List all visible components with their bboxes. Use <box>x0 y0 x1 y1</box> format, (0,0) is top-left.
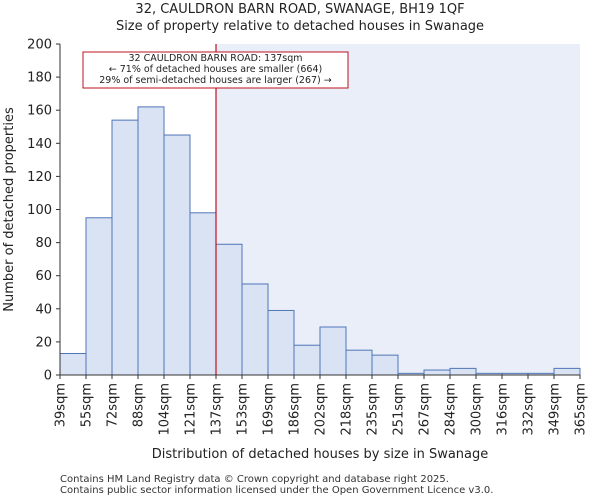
x-tick-label: 169sqm <box>262 383 277 436</box>
bar-267sqm <box>423 369 451 376</box>
bar-218sqm <box>345 349 373 376</box>
y-tick-label: 0 <box>44 369 52 384</box>
y-tick-label: 40 <box>35 302 52 317</box>
x-tick-label: 104sqm <box>158 383 173 436</box>
y-tick-label: 80 <box>35 236 52 251</box>
y-tick-label: 60 <box>35 269 52 284</box>
annotation-line-1: 32 CAULDRON BARN ROAD: 137sqm <box>128 53 302 64</box>
x-tick-label: 316sqm <box>496 383 511 436</box>
annotation-box: 32 CAULDRON BARN ROAD: 137sqm ← 71% of d… <box>82 51 349 89</box>
bar-349sqm <box>553 367 581 376</box>
chart-title: 32, CAULDRON BARN ROAD, SWANAGE, BH19 1Q… <box>135 2 465 17</box>
bar-284sqm <box>449 367 477 376</box>
x-tick-label: 300sqm <box>470 383 485 436</box>
bars-group <box>59 106 581 376</box>
bar-121sqm <box>189 212 217 376</box>
chart-subtitle: Size of property relative to detached ho… <box>115 19 485 34</box>
annotation-line-2: ← 71% of detached houses are smaller (66… <box>109 64 322 75</box>
x-tick-label: 88sqm <box>132 383 147 427</box>
x-tick-label: 55sqm <box>80 383 95 427</box>
footer-copyright: Contains HM Land Registry data © Crown c… <box>60 474 449 485</box>
x-tick-label: 284sqm <box>444 383 459 436</box>
x-tick-label: 39sqm <box>54 383 69 427</box>
x-tick-label: 121sqm <box>184 383 199 436</box>
x-tick-label: 365sqm <box>574 383 589 436</box>
axes-group: 0 20 40 60 80 100 120 140 160 180 200 39sqm 55sqm 72s… <box>27 38 588 436</box>
bar-169sqm <box>267 309 295 376</box>
y-tick-label: 140 <box>27 137 52 152</box>
bar-72sqm <box>111 119 139 376</box>
x-tick-label: 235sqm <box>366 383 381 436</box>
y-tick-label: 180 <box>27 71 52 86</box>
x-tick-label: 267sqm <box>418 383 433 436</box>
bar-153sqm <box>241 283 269 376</box>
x-tick-label: 251sqm <box>392 383 407 436</box>
x-tick-label: 202sqm <box>314 383 329 436</box>
x-tick-label: 137sqm <box>210 383 225 436</box>
bar-39sqm <box>59 352 87 376</box>
x-tick-label: 218sqm <box>340 383 355 436</box>
bar-55sqm <box>85 217 113 376</box>
y-tick-label: 100 <box>27 203 52 218</box>
bar-137sqm <box>215 243 243 376</box>
y-tick-label: 120 <box>27 170 52 185</box>
y-axis-label: Number of detached properties <box>2 107 17 312</box>
y-tick-label: 160 <box>27 104 52 119</box>
x-tick-label: 332sqm <box>522 383 537 436</box>
bar-104sqm <box>163 134 191 376</box>
bar-235sqm <box>371 354 399 376</box>
x-axis-label: Distribution of detached houses by size … <box>152 447 489 462</box>
annotation-line-3: 29% of semi-detached houses are larger (… <box>99 75 332 86</box>
x-tick-label: 186sqm <box>288 383 303 436</box>
bar-88sqm <box>137 106 165 376</box>
x-tick-label: 349sqm <box>548 383 563 436</box>
y-tick-label: 20 <box>35 335 52 350</box>
x-tick-label: 72sqm <box>106 383 121 427</box>
footer-licence: Contains public sector information licen… <box>60 485 494 496</box>
x-tick-label: 153sqm <box>236 383 251 436</box>
bar-202sqm <box>319 326 347 376</box>
bar-186sqm <box>293 344 321 376</box>
y-tick-label: 200 <box>27 38 52 53</box>
